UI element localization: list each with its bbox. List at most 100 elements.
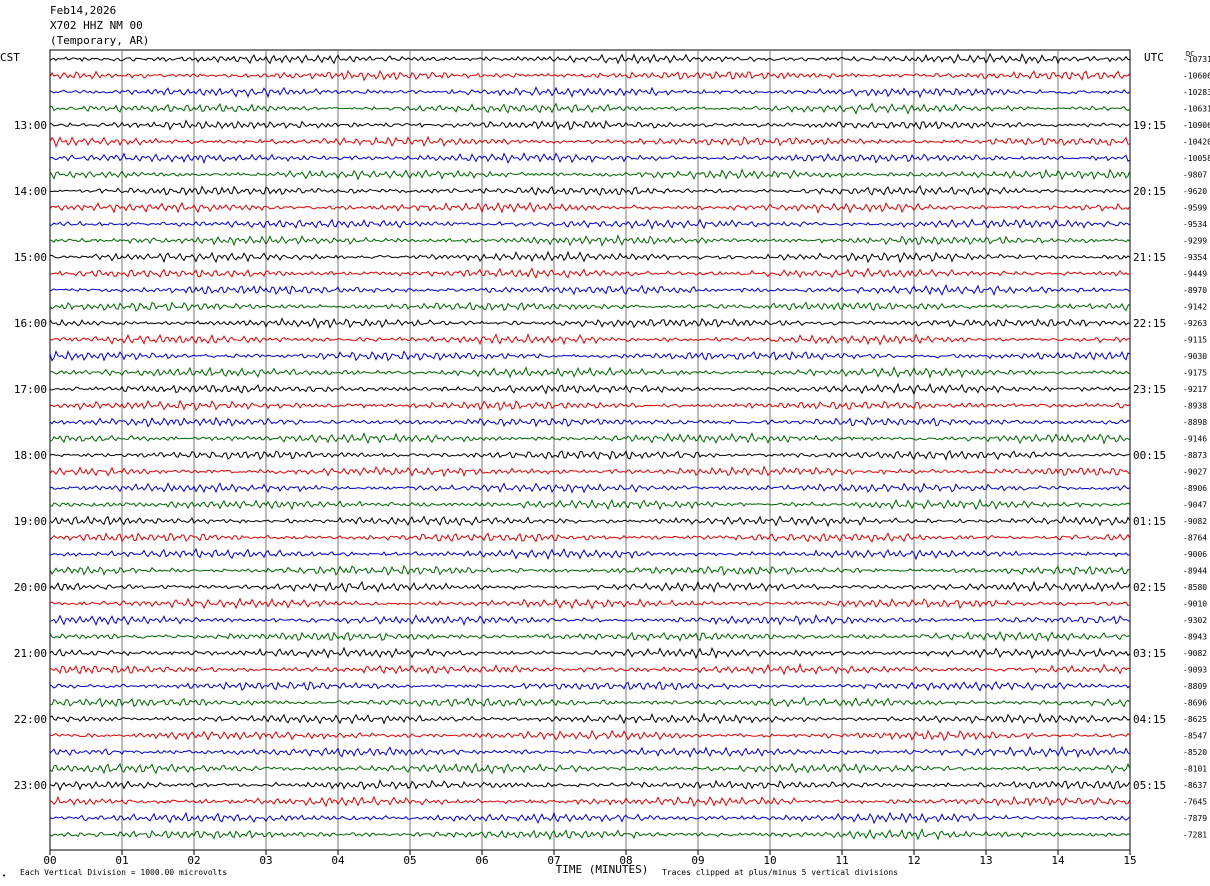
header-location: (Temporary, AR) xyxy=(50,34,150,47)
seismic-trace xyxy=(49,283,1131,297)
dc-offset-label: -8873 xyxy=(1183,451,1207,460)
seismic-trace xyxy=(49,333,1131,346)
dc-offset-label: -10631 xyxy=(1183,105,1210,114)
seismic-trace xyxy=(49,564,1131,577)
seismic-trace xyxy=(49,366,1131,379)
x-tick-label: 07 xyxy=(547,854,560,867)
dc-offset-label: -9620 xyxy=(1183,187,1207,196)
x-tick-label: 13 xyxy=(979,854,992,867)
dc-offset-label: -8625 xyxy=(1183,715,1207,724)
seismic-trace xyxy=(49,811,1131,825)
seismic-trace xyxy=(49,250,1131,264)
utc-hour-label: 01:15 xyxy=(1133,515,1166,528)
dc-offset-label: -9263 xyxy=(1183,319,1207,328)
dc-offset-label: -9302 xyxy=(1183,616,1207,625)
header-station: X702 HHZ NM 00 xyxy=(50,19,143,32)
x-tick-label: 15 xyxy=(1123,854,1136,867)
seismic-trace xyxy=(49,597,1131,610)
seismic-trace xyxy=(49,696,1131,708)
dc-offset-label: -9299 xyxy=(1183,237,1207,246)
dc-offset-label: -8101 xyxy=(1183,765,1207,774)
right-axis-title: UTC xyxy=(1144,51,1164,64)
x-tick-label: 11 xyxy=(835,854,848,867)
dc-offset-label: -10906 xyxy=(1183,121,1210,130)
seismic-trace xyxy=(49,762,1131,775)
seismic-trace xyxy=(49,532,1131,543)
seismic-trace xyxy=(49,681,1131,692)
dc-offset-label: -9006 xyxy=(1183,550,1207,559)
seismic-trace xyxy=(49,301,1131,312)
x-tick-label: 03 xyxy=(259,854,272,867)
dc-offset-label: -7281 xyxy=(1183,831,1207,840)
x-tick-label: 09 xyxy=(691,854,704,867)
dc-offset-label: -10058 xyxy=(1183,154,1210,163)
dc-offset-label: -10283 xyxy=(1183,88,1210,97)
cst-hour-label: 17:00 xyxy=(14,383,47,396)
clip-note: Traces clipped at plus/minus 5 vertical … xyxy=(662,868,898,877)
utc-hour-label: 03:15 xyxy=(1133,647,1166,660)
seismic-trace xyxy=(49,135,1131,148)
seismic-trace xyxy=(49,168,1131,181)
seismic-trace xyxy=(49,102,1131,115)
dc-offset-label: -7645 xyxy=(1183,798,1207,807)
seismic-trace xyxy=(49,382,1131,396)
seismic-trace xyxy=(49,432,1131,445)
seismic-trace xyxy=(49,745,1131,759)
dc-offset-label: -8580 xyxy=(1183,583,1207,592)
seismic-trace xyxy=(49,86,1131,99)
dc-offset-label: -9115 xyxy=(1183,336,1207,345)
dc-offset-label: -8696 xyxy=(1183,699,1207,708)
dc-offset-label: -9146 xyxy=(1183,435,1207,444)
dc-offset-label: -8898 xyxy=(1183,418,1207,427)
x-tick-label: 08 xyxy=(619,854,632,867)
cst-hour-label: 20:00 xyxy=(14,581,47,594)
utc-hour-label: 19:15 xyxy=(1133,119,1166,132)
cst-hour-label: 23:00 xyxy=(14,779,47,792)
seismic-trace xyxy=(49,515,1131,528)
utc-hour-label: 20:15 xyxy=(1133,185,1166,198)
seismic-trace xyxy=(49,399,1131,412)
seismic-trace xyxy=(49,646,1131,660)
seismic-trace xyxy=(49,547,1131,561)
dc-offset-label: -8970 xyxy=(1183,286,1207,295)
utc-hour-label: 04:15 xyxy=(1133,713,1166,726)
dc-offset-label: -9449 xyxy=(1183,270,1207,279)
dc-offset-label: -10606 xyxy=(1183,72,1210,81)
x-axis-label: TIME (MINUTES) xyxy=(556,863,649,876)
dc-offset-label: -10731 xyxy=(1183,55,1210,64)
dc-offset-label: -9599 xyxy=(1183,204,1207,213)
cst-hour-label: 19:00 xyxy=(14,515,47,528)
dc-offset-label: -9093 xyxy=(1183,666,1207,675)
utc-hour-label: 00:15 xyxy=(1133,449,1166,462)
corner-mark: • xyxy=(2,872,6,880)
dc-offset-label: -9534 xyxy=(1183,220,1207,229)
cst-hour-label: 22:00 xyxy=(14,713,47,726)
scale-note: Each Vertical Division = 1000.00 microvo… xyxy=(20,868,227,877)
seismic-trace xyxy=(49,449,1131,461)
header-date: Feb14,2026 xyxy=(50,4,117,17)
x-tick-label: 02 xyxy=(187,854,200,867)
left-axis-title: CST xyxy=(0,51,20,64)
seismic-trace xyxy=(49,69,1131,82)
dc-offset-label: -8943 xyxy=(1183,633,1207,642)
dc-offset-label: -8906 xyxy=(1183,484,1207,493)
dc-offset-label: -9030 xyxy=(1183,352,1207,361)
dc-offset-label: -9010 xyxy=(1183,600,1207,609)
seismic-trace xyxy=(49,828,1131,841)
x-tick-label: 05 xyxy=(403,854,416,867)
seismic-trace xyxy=(49,498,1131,511)
cst-hour-label: 14:00 xyxy=(14,185,47,198)
utc-hour-label: 05:15 xyxy=(1133,779,1166,792)
dc-offset-label: -7879 xyxy=(1183,814,1207,823)
dc-offset-label: -9354 xyxy=(1183,253,1207,262)
seismic-trace xyxy=(49,350,1131,362)
seismic-trace xyxy=(49,317,1131,330)
seismic-trace xyxy=(49,662,1131,676)
seismic-trace xyxy=(49,201,1131,214)
seismic-trace xyxy=(49,729,1131,741)
cst-hour-label: 13:00 xyxy=(14,119,47,132)
seismic-trace xyxy=(49,482,1131,494)
seismic-trace xyxy=(49,185,1131,196)
dc-offset-label: -9082 xyxy=(1183,517,1207,526)
